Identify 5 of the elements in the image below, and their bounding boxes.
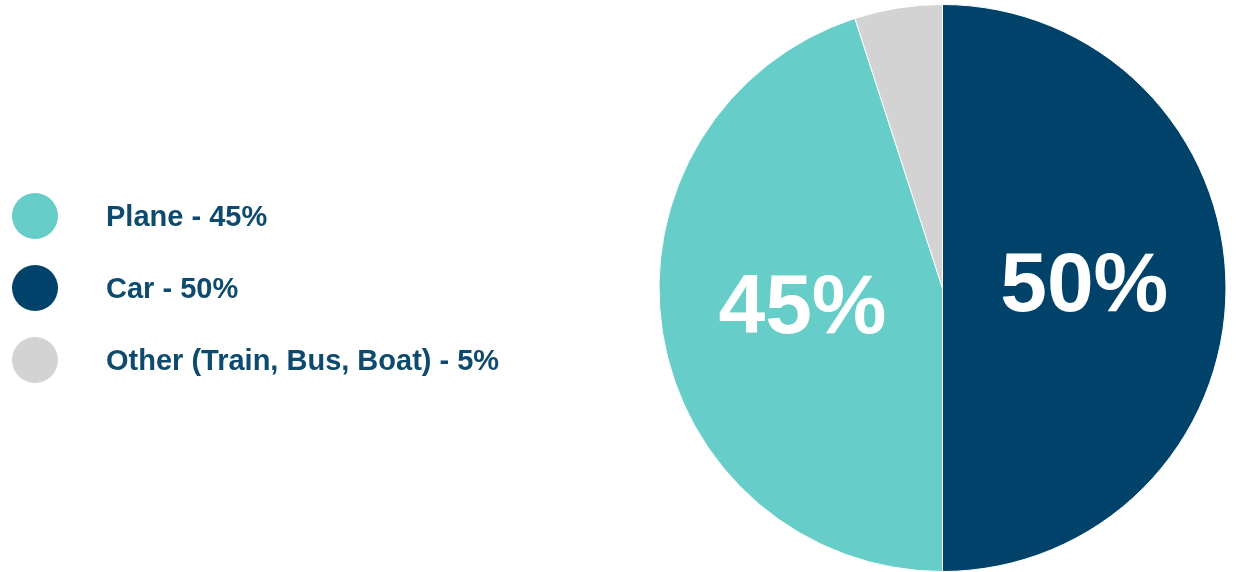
data-label: 45%	[718, 257, 887, 352]
data-label: 50%	[1000, 235, 1169, 330]
legend-label: Other (Train, Bus, Boat) - 5%	[106, 343, 500, 377]
legend-label: Car - 50%	[106, 271, 239, 305]
legend-label: Plane - 45%	[106, 199, 268, 233]
